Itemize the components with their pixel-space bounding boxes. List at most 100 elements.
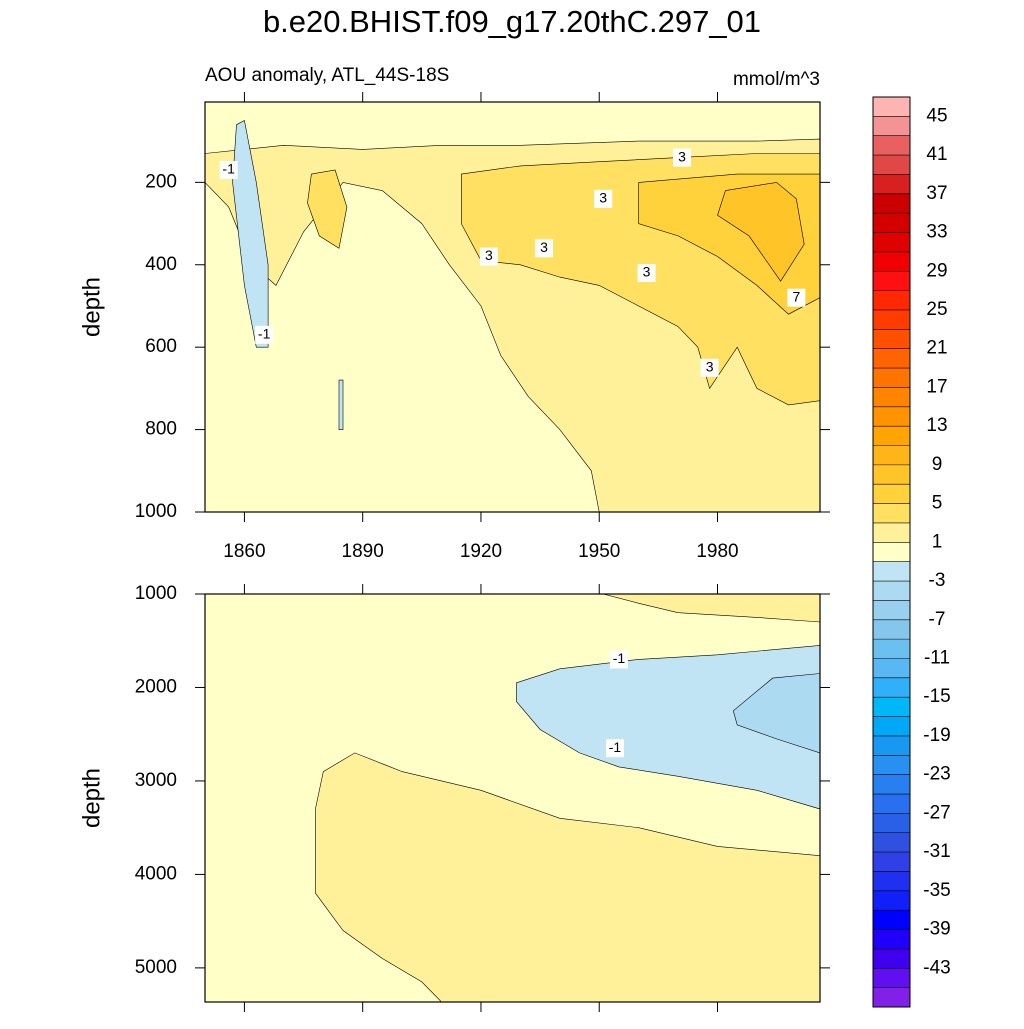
colorbar-tick-label: 1 bbox=[932, 531, 943, 552]
y-tick-label: 1000 bbox=[135, 501, 177, 522]
contour-label-box bbox=[700, 358, 719, 377]
contour-region bbox=[603, 594, 820, 623]
colorbar-tick-label: -23 bbox=[923, 764, 950, 785]
colorbar-box bbox=[873, 910, 910, 930]
colorbar-box bbox=[873, 251, 910, 272]
y-tick-label: 1000 bbox=[135, 583, 177, 604]
colorbar-box bbox=[873, 581, 910, 601]
colorbar-tick-label: -35 bbox=[923, 880, 950, 901]
colorbar-box bbox=[873, 716, 910, 736]
colorbar-box bbox=[873, 619, 910, 640]
colorbar-box bbox=[873, 658, 910, 678]
contour-label: -1 bbox=[609, 739, 622, 755]
contour-label: -1 bbox=[222, 161, 235, 177]
colorbar-tick-label: -27 bbox=[923, 802, 950, 823]
contour-label-box bbox=[609, 650, 628, 669]
x-tick-label: 1860 bbox=[223, 541, 265, 562]
colorbar-box bbox=[873, 135, 910, 156]
x-tick-label: 1980 bbox=[696, 541, 738, 562]
colorbar-box bbox=[873, 794, 910, 814]
colorbar-frame bbox=[872, 96, 911, 1008]
colorbar-box bbox=[873, 309, 910, 330]
y-axis-label: depth bbox=[78, 768, 105, 828]
colorbar-box bbox=[873, 697, 910, 717]
plot-frame bbox=[204, 101, 821, 513]
colorbar-tick-label: 5 bbox=[932, 493, 943, 514]
colorbar-tick-label: -7 bbox=[929, 609, 946, 630]
colorbar-box bbox=[873, 561, 910, 582]
y-tick-label: 2000 bbox=[135, 676, 177, 697]
colorbar-box bbox=[873, 677, 910, 698]
colorbar-box bbox=[873, 484, 910, 504]
contour-label: 3 bbox=[540, 239, 548, 255]
colorbar-box bbox=[873, 832, 910, 853]
contour-label: 3 bbox=[599, 190, 607, 206]
colorbar-box bbox=[873, 774, 910, 795]
y-axis-label: depth bbox=[78, 277, 105, 337]
contour-label-box bbox=[219, 160, 238, 179]
colorbar-tick-label: 21 bbox=[926, 338, 947, 359]
colorbar-box bbox=[873, 387, 910, 407]
x-tick-label: 1890 bbox=[342, 541, 384, 562]
colorbar-tick-label: 33 bbox=[926, 222, 947, 243]
contour-region bbox=[732, 673, 820, 754]
colorbar-box bbox=[873, 445, 910, 465]
colorbar-tick-label: 29 bbox=[926, 260, 947, 281]
colorbar-tick-label: -39 bbox=[923, 919, 950, 940]
contour-label-box bbox=[479, 247, 498, 266]
colorbar-box bbox=[873, 755, 910, 775]
colorbar-tick-label: 25 bbox=[926, 299, 947, 320]
contour-label: -1 bbox=[613, 650, 626, 666]
colorbar-box bbox=[873, 503, 910, 523]
contour-label: 3 bbox=[706, 358, 714, 374]
colorbar-tick-label: -11 bbox=[924, 648, 950, 669]
colorbar-tick-label: 41 bbox=[926, 144, 947, 165]
colorbar-tick-label: -43 bbox=[923, 957, 950, 978]
colorbar-box bbox=[873, 987, 910, 1007]
subtitle-right: mmol/m^3 bbox=[733, 69, 820, 90]
colorbar-box bbox=[873, 929, 910, 949]
colorbar-tick-label: -19 bbox=[923, 725, 950, 746]
colorbar-tick-label: 37 bbox=[926, 183, 947, 204]
y-tick-label: 5000 bbox=[135, 957, 177, 978]
contour-label-box bbox=[606, 739, 624, 758]
colorbar-box bbox=[873, 639, 910, 659]
colorbar-box bbox=[873, 329, 910, 349]
contour-region bbox=[338, 379, 344, 430]
contour-label-box bbox=[787, 288, 806, 307]
contour-label: -1 bbox=[258, 326, 271, 342]
colorbar-box bbox=[873, 406, 910, 427]
contour-label: 3 bbox=[485, 247, 493, 263]
colorbar-box bbox=[873, 116, 910, 136]
y-tick-label: 800 bbox=[145, 419, 177, 440]
colorbar-tick-label: -3 bbox=[929, 570, 946, 591]
colorbar-tick-label: 45 bbox=[926, 105, 947, 126]
contour-label-box bbox=[255, 325, 274, 344]
contour-label-box bbox=[535, 239, 554, 258]
contour-region bbox=[307, 169, 348, 249]
colorbar-box bbox=[873, 464, 910, 485]
colorbar-box bbox=[873, 368, 910, 388]
colorbar-tick-label: 9 bbox=[932, 454, 943, 475]
colorbar-box bbox=[873, 155, 910, 175]
colorbar-box bbox=[873, 232, 910, 252]
colorbar-tick-label: 17 bbox=[926, 376, 947, 397]
colorbar-box bbox=[873, 174, 910, 194]
colorbar-box bbox=[873, 968, 910, 988]
colorbar-box bbox=[873, 890, 910, 911]
subtitle-left: AOU anomaly, ATL_44S-18S bbox=[205, 65, 449, 86]
colorbar-box bbox=[873, 193, 910, 214]
contour-label-box bbox=[673, 148, 692, 167]
y-tick-label: 400 bbox=[145, 254, 177, 275]
x-tick-label: 1950 bbox=[578, 541, 620, 562]
colorbar-tick-label: -15 bbox=[923, 686, 950, 707]
colorbar-box bbox=[873, 290, 910, 310]
colorbar-box bbox=[873, 271, 910, 291]
contour-label-box bbox=[594, 189, 613, 208]
y-tick-label: 200 bbox=[145, 171, 177, 192]
colorbar-box bbox=[873, 213, 910, 233]
chart-title: b.e20.BHIST.f09_g17.20thC.297_01 bbox=[263, 4, 761, 39]
contour-region bbox=[315, 752, 820, 1002]
